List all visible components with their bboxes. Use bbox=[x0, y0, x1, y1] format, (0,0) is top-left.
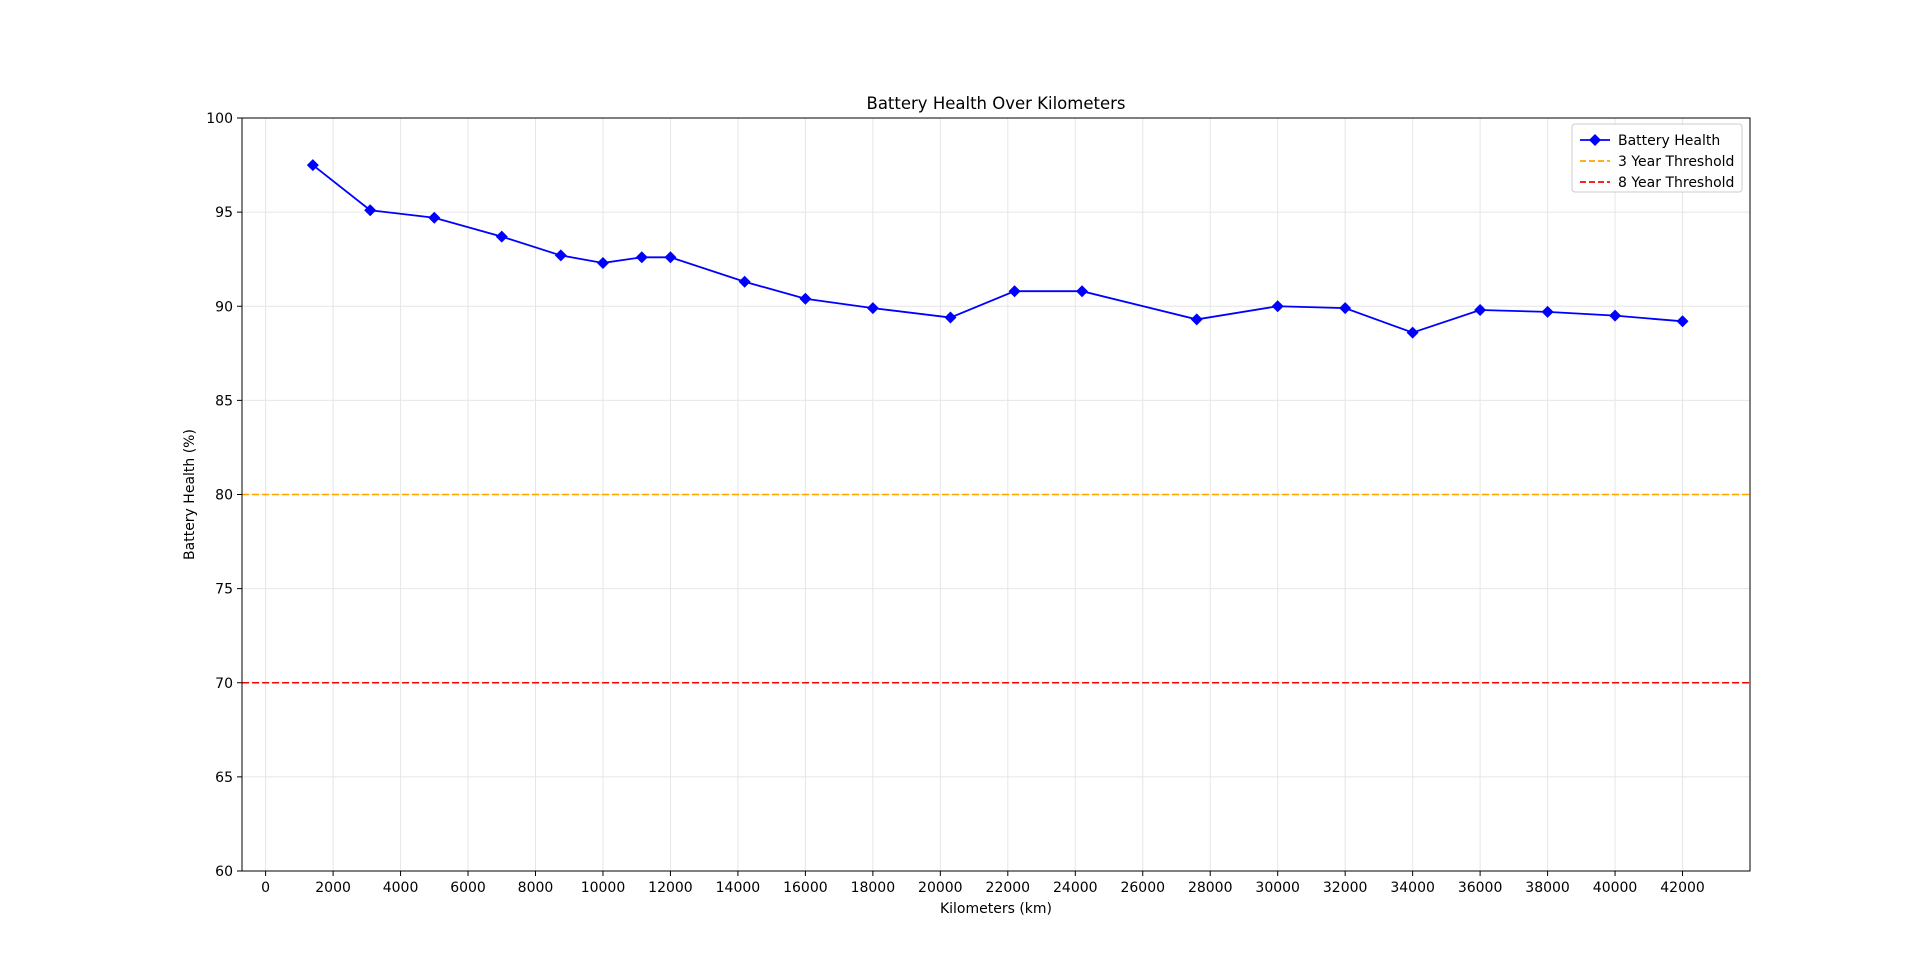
legend-box bbox=[1571, 123, 1743, 193]
x-tick-label: 14000 bbox=[716, 880, 761, 896]
data-point bbox=[866, 302, 879, 315]
x-tick-label: 30000 bbox=[1255, 880, 1300, 896]
chart-title: Battery Health Over Kilometers bbox=[867, 94, 1126, 113]
x-tick-label: 36000 bbox=[1458, 880, 1503, 896]
y-tick-label: 80 bbox=[215, 488, 233, 504]
y-tick-label: 100 bbox=[206, 111, 233, 127]
data-point bbox=[1190, 313, 1203, 326]
y-tick-label: 85 bbox=[215, 393, 233, 409]
x-tick-label: 40000 bbox=[1593, 880, 1638, 896]
data-point bbox=[428, 211, 441, 224]
x-tick-label: 4000 bbox=[383, 880, 419, 896]
x-tick-label: 6000 bbox=[450, 880, 486, 896]
x-tick-label: 20000 bbox=[918, 880, 963, 896]
x-tick-label: 28000 bbox=[1188, 880, 1233, 896]
y-axis-label: Battery Health (%) bbox=[182, 429, 198, 560]
legend: Battery Health 3 Year Threshold 8 Year Thr… bbox=[1571, 123, 1743, 193]
legend-label: 3 Year Threshold bbox=[1618, 154, 1734, 170]
data-point bbox=[1541, 305, 1554, 318]
x-tick-label: 10000 bbox=[581, 880, 626, 896]
x-tick-label: 24000 bbox=[1053, 880, 1098, 896]
data-point bbox=[1676, 315, 1689, 328]
legend-label: Battery Health bbox=[1618, 133, 1720, 149]
x-tick-label: 32000 bbox=[1323, 880, 1368, 896]
data-point bbox=[1076, 285, 1089, 298]
data-point bbox=[944, 311, 957, 324]
data-point bbox=[1008, 285, 1021, 298]
x-tick-label: 8000 bbox=[518, 880, 554, 896]
data-point bbox=[1474, 304, 1487, 317]
legend-swatch-marker bbox=[1589, 134, 1601, 146]
data-point bbox=[364, 204, 377, 217]
x-tick-label: 26000 bbox=[1120, 880, 1165, 896]
y-tick-label: 90 bbox=[215, 299, 233, 315]
data-point bbox=[495, 230, 508, 243]
x-tick-label: 42000 bbox=[1660, 880, 1705, 896]
legend-label: 8 Year Threshold bbox=[1618, 175, 1734, 191]
data-point bbox=[664, 251, 677, 264]
y-tick-label: 65 bbox=[215, 770, 233, 786]
data-point bbox=[1609, 309, 1622, 322]
x-tick-label: 2000 bbox=[315, 880, 351, 896]
data-point bbox=[1406, 326, 1419, 339]
data-point bbox=[596, 256, 609, 269]
series-layer bbox=[306, 159, 1689, 339]
data-point bbox=[1271, 300, 1284, 313]
x-tick-label: 38000 bbox=[1525, 880, 1570, 896]
x-tick-label: 0 bbox=[261, 880, 270, 896]
data-point bbox=[1339, 302, 1352, 315]
x-axis-ticks: 0 2000 4000 6000 8000 10000 12000 14000 16000 180… bbox=[261, 871, 1705, 896]
data-point bbox=[554, 249, 567, 262]
y-axis-ticks: 60 65 70 75 80 85 90 95 100 bbox=[206, 111, 242, 880]
y-tick-label: 60 bbox=[215, 864, 233, 880]
x-axis-label: Kilometers (km) bbox=[940, 901, 1052, 917]
x-tick-label: 12000 bbox=[648, 880, 693, 896]
series-line bbox=[312, 164, 1683, 334]
data-point bbox=[306, 159, 319, 172]
x-tick-label: 34000 bbox=[1390, 880, 1435, 896]
reference-lines bbox=[242, 493, 1750, 684]
data-point bbox=[635, 251, 648, 264]
y-tick-label: 70 bbox=[215, 676, 233, 692]
y-tick-label: 95 bbox=[215, 205, 233, 221]
y-tick-label: 75 bbox=[215, 582, 233, 598]
x-tick-label: 22000 bbox=[986, 880, 1031, 896]
x-tick-label: 18000 bbox=[851, 880, 896, 896]
data-point bbox=[738, 275, 751, 288]
data-point bbox=[799, 292, 812, 305]
x-tick-label: 16000 bbox=[783, 880, 828, 896]
